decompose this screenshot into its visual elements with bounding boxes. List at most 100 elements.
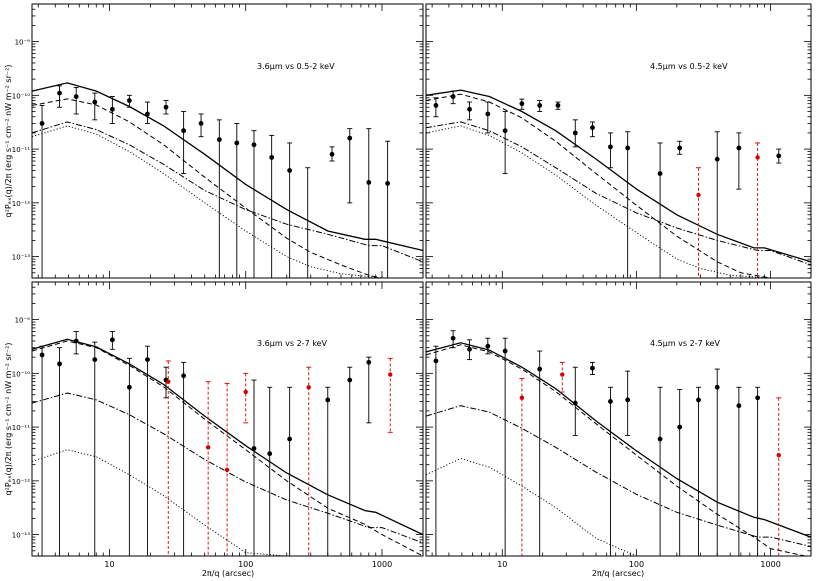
x-tick-label: 10 — [497, 560, 507, 569]
limit-point — [306, 385, 311, 390]
data-point — [92, 99, 98, 105]
limit-point — [776, 453, 781, 458]
data-point — [537, 102, 543, 108]
data-point — [714, 156, 720, 162]
data-point — [57, 90, 62, 96]
data-point — [347, 377, 353, 383]
data-point — [126, 384, 132, 390]
data-point — [39, 121, 45, 126]
model-curve-sub-clustering — [425, 125, 771, 279]
data-point — [92, 357, 98, 363]
data-point — [537, 366, 543, 372]
y-tick-label: 10⁻¹² — [12, 478, 30, 486]
data-point — [677, 145, 683, 151]
y-tick-label: 10⁻¹³ — [12, 532, 30, 540]
data-point — [502, 348, 508, 354]
data-point — [572, 400, 578, 406]
model-curve-shot-noise-scale — [31, 98, 383, 279]
panel-title-top-right: 4.5μm vs 0.5-2 keV — [650, 62, 728, 71]
y-tick-label: 10⁻⁹ — [15, 39, 31, 47]
data-point — [433, 358, 439, 364]
data-point — [433, 102, 439, 108]
data-point — [736, 145, 742, 151]
data-point — [145, 357, 150, 363]
limit-point — [388, 372, 393, 377]
panel-title-top-left: 3.6μm vs 0.5-2 keV — [257, 62, 335, 71]
data-point — [287, 436, 293, 442]
data-point — [366, 359, 372, 365]
model-curve-sub-clustering — [31, 125, 383, 279]
data-point — [677, 424, 683, 430]
y-axis-label-bottom: q²Pₑₓ(q)/2π (erg s⁻¹ cm⁻² nW m⁻² sr⁻²) — [4, 343, 13, 496]
data-point — [625, 145, 631, 151]
limit-point — [696, 192, 701, 198]
model-curve-total — [425, 89, 812, 263]
model-curve-clustering — [31, 121, 424, 263]
limit-point — [166, 379, 171, 384]
data-point — [625, 397, 631, 403]
y-tick-label: 10⁻¹¹ — [12, 424, 30, 432]
data-point — [287, 168, 293, 173]
data-point — [366, 180, 372, 185]
data-point — [657, 436, 663, 442]
x-tick-label: 1000 — [760, 560, 780, 569]
data-point — [181, 128, 187, 134]
data-point — [467, 106, 472, 112]
data-point — [325, 397, 331, 403]
model-curve-shot-noise-scale — [425, 93, 771, 279]
data-point — [73, 338, 79, 344]
panel-title-bottom-left: 3.6μm vs 2-7 keV — [257, 339, 327, 348]
y-tick-label: 10⁻¹² — [12, 200, 30, 208]
data-point — [57, 361, 62, 367]
data-point — [714, 384, 720, 390]
data-point — [776, 153, 782, 159]
model-curve-total — [425, 342, 812, 538]
model-curve-clustering — [425, 121, 812, 266]
data-point — [73, 94, 79, 99]
data-point — [590, 125, 595, 131]
limit-point — [755, 155, 760, 160]
limit-point — [205, 445, 211, 450]
data-point — [696, 397, 701, 403]
panel-frame-bottom-right — [425, 281, 812, 557]
data-point — [39, 352, 45, 358]
data-point — [181, 373, 187, 379]
data-point — [657, 171, 663, 177]
y-tick-label: 10⁻¹⁰ — [12, 92, 30, 100]
y-tick-label: 10⁻¹⁰ — [12, 370, 30, 378]
x-tick-label: 100 — [238, 560, 253, 569]
panel-frame-top-left — [31, 3, 424, 279]
limit-point — [560, 372, 565, 377]
data-point — [590, 365, 595, 371]
data-point — [216, 137, 222, 143]
model-curve-total — [31, 82, 424, 252]
data-point — [109, 106, 115, 112]
x-tick-label: 10 — [104, 560, 114, 569]
data-point — [450, 335, 456, 341]
data-point — [198, 121, 204, 126]
data-point — [485, 343, 491, 349]
data-point — [145, 111, 150, 117]
data-point — [251, 142, 257, 148]
panel-plot-bottom-left: 10 100 1000 10⁻⁹ 10⁻¹⁰ 10⁻¹¹ 10⁻¹² 10⁻¹³ — [12, 281, 424, 569]
panel-frame-top-right — [425, 3, 812, 279]
model-curve-sub-clustering — [425, 458, 771, 557]
data-point — [608, 399, 613, 404]
data-point — [269, 155, 275, 160]
x-axis-label-left: 2π/q (arcsec) — [202, 569, 254, 578]
model-curve-sub-clustering — [31, 449, 382, 557]
model-curve-clustering — [31, 392, 424, 544]
model-curve-total — [31, 338, 424, 536]
data-point — [502, 128, 508, 134]
y-tick-label: 10⁻⁹ — [15, 317, 31, 325]
y-tick-label: 10⁻¹³ — [12, 254, 30, 262]
data-point — [572, 130, 578, 136]
data-point — [736, 403, 742, 409]
limit-point — [519, 395, 525, 401]
data-point — [467, 346, 472, 352]
data-point — [347, 135, 353, 141]
data-point — [109, 337, 115, 343]
x-tick-label: 100 — [629, 560, 644, 569]
x-tick-label: 1000 — [372, 560, 392, 569]
